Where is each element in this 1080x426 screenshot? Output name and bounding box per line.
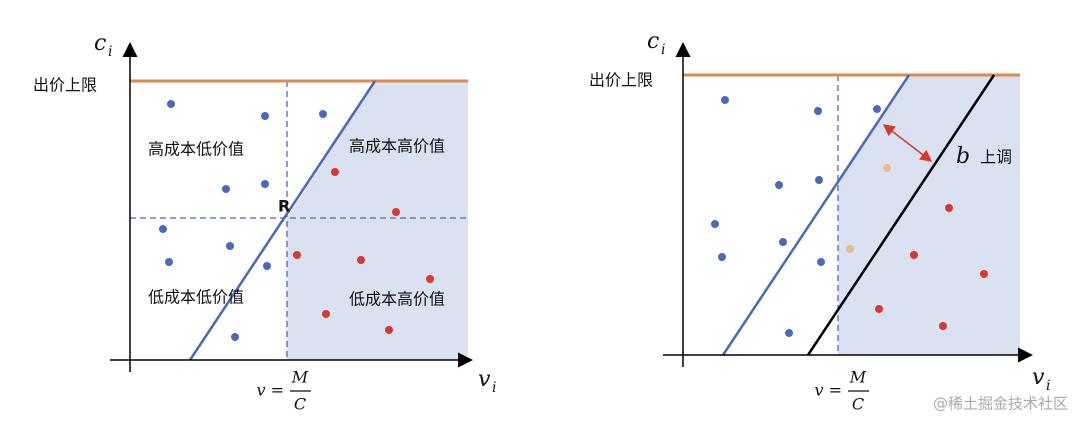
x-symbol: v (1032, 365, 1045, 390)
tan-points (846, 164, 891, 253)
point (711, 220, 719, 228)
y-subscript: i (108, 44, 112, 60)
point (426, 275, 434, 283)
x-symbol: v (478, 367, 491, 392)
red-points (293, 168, 434, 334)
threshold-numerator: M (291, 368, 309, 387)
point (385, 326, 393, 334)
cap-label: 出价上限 (33, 76, 97, 95)
blue-points (159, 100, 327, 341)
point (846, 245, 854, 253)
point (165, 258, 173, 266)
point (873, 105, 881, 113)
left-panel: c i 出价上限 高成本低价值 高成本高价值 低成本低价值 低成本高价值 R v… (33, 31, 496, 414)
watermark: @稀土掘金技术社区 (933, 395, 1068, 413)
boundary-line (188, 80, 377, 361)
point (357, 256, 365, 264)
point (263, 262, 271, 270)
shift-symbol: b (956, 144, 970, 169)
point (910, 251, 918, 259)
point (261, 112, 269, 120)
right-panel: c i 出价上限 b 上调 v i v = M C (589, 29, 1050, 414)
point (222, 185, 230, 193)
point (293, 251, 301, 259)
point (231, 333, 239, 341)
y-subscript: i (661, 42, 665, 58)
threshold-lhs: v = (256, 381, 284, 400)
point (261, 180, 269, 188)
quadrant-label: 低成本低价值 (148, 288, 244, 307)
point (883, 164, 891, 172)
shaded-region (287, 81, 468, 360)
y-symbol: c (647, 29, 659, 54)
blue-points (711, 96, 881, 337)
point (779, 238, 787, 246)
point (159, 225, 167, 233)
point (785, 329, 793, 337)
point (939, 322, 947, 330)
point (814, 107, 822, 115)
point (226, 242, 234, 250)
point (775, 181, 783, 189)
point (331, 168, 339, 176)
point-label: R (278, 197, 290, 216)
cap-label: 出价上限 (589, 71, 653, 90)
point (815, 176, 823, 184)
point (319, 110, 327, 118)
threshold-numerator: M (849, 368, 867, 387)
point (875, 305, 883, 313)
threshold-denominator: C (852, 395, 864, 414)
x-subscript: i (492, 380, 496, 396)
point (945, 204, 953, 212)
point (980, 270, 988, 278)
point (817, 258, 825, 266)
point (721, 96, 729, 104)
shaded-region (838, 75, 1020, 355)
shift-label: 上调 (980, 148, 1012, 167)
y-symbol: c (94, 31, 106, 56)
quadrant-label: 高成本高价值 (349, 137, 445, 156)
threshold-denominator: C (294, 395, 306, 414)
threshold-lhs: v = (814, 381, 842, 400)
red-points (875, 204, 988, 330)
shift-arrow (882, 124, 933, 162)
shifted-line (806, 74, 996, 356)
boundary-line (721, 74, 911, 356)
quadrant-label: 高成本低价值 (148, 140, 244, 159)
point (167, 100, 175, 108)
point (392, 208, 400, 216)
point (718, 253, 726, 261)
x-subscript: i (1046, 378, 1050, 394)
point (322, 310, 330, 318)
quadrant-label: 低成本高价值 (349, 290, 445, 309)
